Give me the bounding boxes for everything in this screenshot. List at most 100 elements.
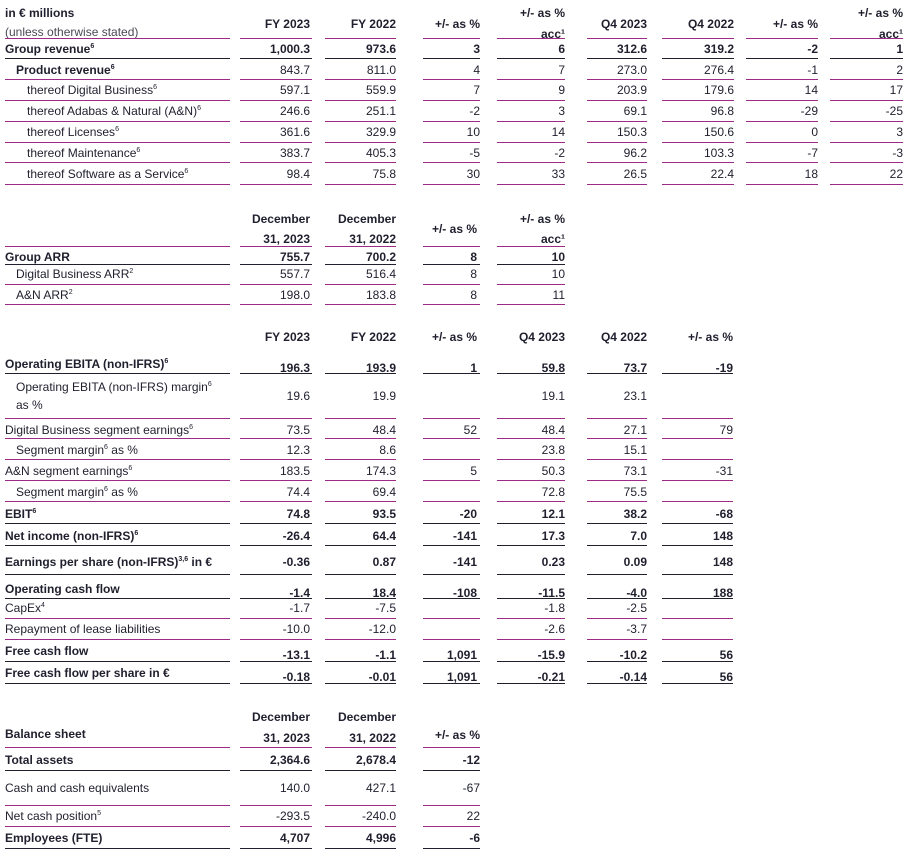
footnote-marker: 3,6 (178, 556, 189, 563)
value-cell: 10 (551, 250, 565, 264)
row-divider (325, 661, 396, 662)
row-divider (325, 848, 396, 849)
value-cell: -141 (452, 555, 477, 569)
row-divider (423, 574, 480, 575)
row-divider (662, 58, 734, 59)
row-divider (325, 304, 396, 305)
column-header: December (337, 212, 396, 226)
row-divider (325, 284, 396, 285)
value-cell: 196.3 (279, 361, 310, 375)
footnote-marker: 6 (134, 530, 139, 537)
column-header: FY 2023 (264, 330, 310, 344)
row-divider (325, 142, 396, 143)
acc-note: acc¹ (878, 27, 903, 41)
value-cell: -25 (885, 104, 903, 118)
row-divider (746, 162, 818, 163)
value-cell: 1,091 (446, 648, 477, 662)
header-underline (830, 38, 903, 39)
row-divider (746, 121, 818, 122)
row-divider (5, 438, 230, 439)
row-divider (423, 418, 480, 419)
value-cell: 10 (466, 125, 480, 139)
value-cell: 597.1 (279, 83, 310, 97)
value-cell: -108 (452, 586, 477, 600)
row-label-text: Net income (non-IFRS) (5, 529, 135, 543)
row-divider (587, 598, 647, 599)
value-cell: 273.0 (616, 63, 647, 77)
row-divider (662, 100, 734, 101)
footnote-marker: 4 (41, 602, 45, 609)
row-divider (423, 162, 480, 163)
row-label-text: Operating cash flow (5, 582, 120, 596)
row-divider (587, 480, 647, 481)
value-cell: 27.1 (623, 423, 647, 437)
row-divider (240, 848, 312, 849)
row-label: thereof Adabas & Natural (A&N)6 (27, 104, 201, 118)
row-divider (662, 459, 733, 460)
row-divider (830, 162, 903, 163)
value-cell: 755.7 (279, 250, 310, 264)
row-divider (423, 639, 480, 640)
value-cell: 19.1 (541, 389, 565, 403)
row-divider (325, 373, 396, 374)
value-cell: 59.8 (541, 361, 565, 375)
row-divider (5, 683, 230, 684)
value-cell: 4,996 (365, 831, 396, 845)
row-divider (662, 618, 733, 619)
header-underline (5, 38, 230, 39)
value-cell: -0.01 (368, 670, 396, 684)
row-divider (325, 639, 396, 640)
row-divider (662, 142, 734, 143)
row-divider (240, 264, 312, 265)
value-cell: 72.8 (541, 485, 565, 499)
value-cell: 12.1 (541, 507, 565, 521)
row-divider (497, 523, 565, 524)
value-cell: 56 (719, 670, 733, 684)
row-divider (497, 545, 565, 546)
row-divider (587, 523, 647, 524)
value-cell: 427.1 (365, 781, 396, 795)
acc-note: acc¹ (540, 232, 565, 246)
row-divider (830, 142, 903, 143)
value-cell: 52 (463, 423, 477, 437)
value-cell: 9 (558, 83, 565, 97)
row-label: Digital Business ARR2 (16, 267, 133, 281)
row-label-text: thereof Licenses (27, 125, 116, 139)
row-divider (587, 639, 647, 640)
value-cell: 33 (551, 167, 565, 181)
value-cell: 6 (558, 42, 565, 56)
value-cell: 19.6 (286, 389, 310, 403)
row-divider (497, 284, 565, 285)
column-header: +/- as % (687, 330, 733, 344)
row-divider (497, 501, 565, 502)
value-cell: 8 (470, 267, 477, 281)
row-divider (240, 598, 312, 599)
header-underline (5, 246, 230, 247)
row-divider (5, 598, 230, 599)
row-divider (587, 373, 647, 374)
row-divider (587, 121, 647, 122)
column-header: +/- as % (857, 6, 903, 20)
row-divider (587, 501, 647, 502)
value-cell: 1,091 (446, 670, 477, 684)
row-divider (325, 683, 396, 684)
row-divider (662, 574, 733, 575)
value-cell: 148 (712, 555, 733, 569)
row-divider (5, 805, 230, 806)
value-cell: -6 (469, 831, 480, 845)
value-cell: 75.5 (623, 485, 647, 499)
row-divider (662, 639, 733, 640)
row-divider (240, 805, 312, 806)
row-divider (240, 121, 312, 122)
row-divider (587, 459, 647, 460)
row-label-suffix: as % (107, 485, 138, 499)
footnote-marker: 6 (153, 84, 157, 91)
row-divider (240, 683, 312, 684)
row-divider (240, 142, 312, 143)
footnote-marker: 5 (97, 810, 101, 817)
row-divider (587, 162, 647, 163)
row-label-text: Repayment of lease liabilities (5, 622, 161, 636)
row-divider (662, 418, 733, 419)
row-label-text: Digital Business ARR (16, 267, 130, 281)
